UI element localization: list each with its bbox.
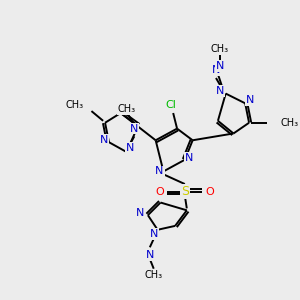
- Text: S: S: [181, 185, 189, 198]
- Text: N: N: [212, 65, 220, 75]
- Text: N: N: [246, 95, 254, 105]
- Text: CH₃: CH₃: [117, 104, 136, 114]
- Text: Cl: Cl: [166, 100, 177, 110]
- Text: N: N: [146, 250, 154, 260]
- Text: N: N: [130, 124, 138, 134]
- Text: N: N: [136, 208, 144, 218]
- Text: O: O: [155, 187, 164, 197]
- Text: N: N: [155, 167, 164, 176]
- Text: CH₃: CH₃: [65, 100, 84, 110]
- Text: CH₃: CH₃: [280, 118, 298, 128]
- Text: CH₃: CH₃: [211, 44, 229, 54]
- Text: N: N: [216, 86, 224, 96]
- Text: N: N: [126, 143, 135, 153]
- Text: N: N: [100, 135, 108, 145]
- Text: CH₃: CH₃: [145, 269, 163, 280]
- Text: N: N: [216, 61, 224, 71]
- Text: N: N: [184, 153, 193, 163]
- Text: N: N: [149, 229, 158, 239]
- Text: O: O: [206, 187, 214, 197]
